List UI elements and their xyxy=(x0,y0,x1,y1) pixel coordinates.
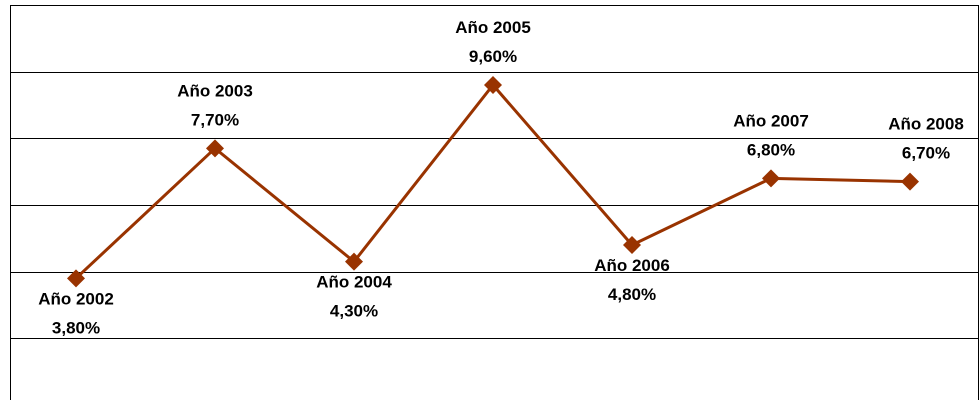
value-label: 3,80% xyxy=(52,318,100,337)
category-label: Año 2005 xyxy=(455,18,531,37)
category-label: Año 2007 xyxy=(733,111,809,130)
value-label: 6,70% xyxy=(902,144,950,163)
data-point-marker xyxy=(206,139,224,158)
value-label: 7,70% xyxy=(191,110,239,129)
value-label: 4,30% xyxy=(330,302,378,321)
category-label: Año 2002 xyxy=(38,289,114,308)
value-label: 4,80% xyxy=(608,285,656,304)
markers xyxy=(67,76,919,288)
data-point-marker xyxy=(901,172,919,191)
category-label: Año 2006 xyxy=(594,256,670,275)
chart-border xyxy=(10,5,979,400)
data-point-marker xyxy=(484,76,502,94)
category-label: Año 2008 xyxy=(888,115,964,134)
data-labels: Año 2002 3,80% Año 2003 7,70% Año 2004 4,30% A… xyxy=(38,18,964,337)
value-label: 9,60% xyxy=(469,47,517,66)
data-point-marker xyxy=(762,169,780,188)
category-label: Año 2004 xyxy=(316,273,392,292)
gridlines xyxy=(10,72,978,339)
category-label: Año 2003 xyxy=(177,81,253,100)
value-label: 6,80% xyxy=(747,140,795,159)
data-point-marker xyxy=(345,252,363,271)
data-point-marker xyxy=(623,236,641,254)
data-point-marker xyxy=(67,269,85,288)
